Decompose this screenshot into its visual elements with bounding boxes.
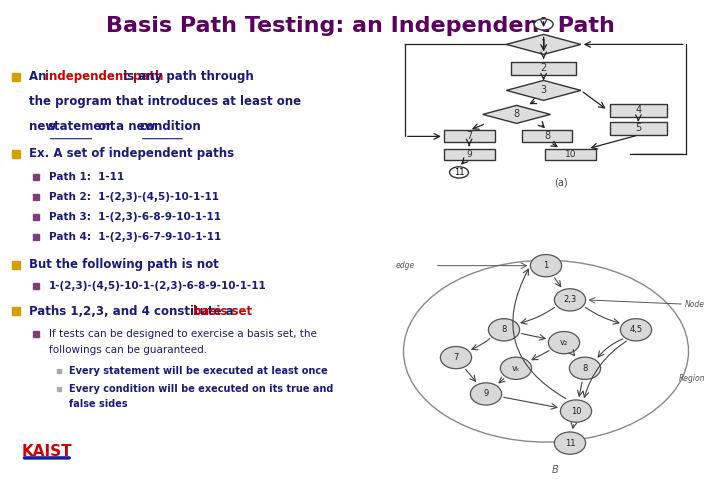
Text: (a): (a) bbox=[554, 178, 567, 187]
Text: 10: 10 bbox=[571, 407, 581, 416]
Text: 10: 10 bbox=[565, 150, 577, 159]
Polygon shape bbox=[506, 35, 581, 54]
Text: 7: 7 bbox=[454, 353, 459, 362]
Text: Path 2:  1-(2,3)-(4,5)-10-1-11: Path 2: 1-(2,3)-(4,5)-10-1-11 bbox=[49, 192, 219, 202]
Text: 7: 7 bbox=[466, 132, 472, 142]
Text: 11: 11 bbox=[564, 439, 575, 448]
Circle shape bbox=[449, 167, 469, 178]
Circle shape bbox=[488, 319, 520, 341]
Text: Every condition will be executed on its true and: Every condition will be executed on its … bbox=[69, 384, 333, 394]
Polygon shape bbox=[506, 81, 581, 100]
FancyBboxPatch shape bbox=[521, 131, 572, 143]
Text: Node: Node bbox=[685, 300, 705, 309]
Circle shape bbox=[554, 289, 585, 311]
Text: or a new: or a new bbox=[94, 120, 160, 133]
Text: If tests can be designed to exercise a basis set, the: If tests can be designed to exercise a b… bbox=[49, 329, 317, 338]
Text: Path 1:  1-11: Path 1: 1-11 bbox=[49, 172, 124, 181]
Text: Paths 1,2,3, and 4 constitute a: Paths 1,2,3, and 4 constitute a bbox=[29, 304, 238, 318]
Polygon shape bbox=[482, 106, 550, 123]
FancyBboxPatch shape bbox=[610, 104, 667, 117]
Text: 8: 8 bbox=[501, 325, 507, 334]
Circle shape bbox=[441, 347, 472, 369]
Text: Ex. A set of independent paths: Ex. A set of independent paths bbox=[29, 147, 234, 160]
Text: 1: 1 bbox=[541, 39, 546, 49]
Circle shape bbox=[531, 254, 562, 277]
Text: 4,5: 4,5 bbox=[629, 325, 642, 334]
Text: vₖ: vₖ bbox=[512, 364, 521, 373]
Text: 9: 9 bbox=[483, 389, 489, 398]
Text: Path 4:  1-(2,3)-6-7-9-10-1-11: Path 4: 1-(2,3)-6-7-9-10-1-11 bbox=[49, 232, 221, 242]
Circle shape bbox=[549, 332, 580, 354]
Text: B: B bbox=[552, 465, 559, 475]
Text: Every statement will be executed at least once: Every statement will be executed at leas… bbox=[69, 366, 328, 375]
Text: 3: 3 bbox=[541, 85, 546, 96]
Text: new: new bbox=[29, 120, 60, 133]
Text: basis set: basis set bbox=[193, 304, 252, 318]
Text: 8: 8 bbox=[544, 132, 550, 142]
Circle shape bbox=[534, 19, 553, 30]
Text: 2,3: 2,3 bbox=[563, 295, 577, 304]
FancyBboxPatch shape bbox=[444, 149, 495, 160]
Text: KAIST: KAIST bbox=[22, 444, 72, 459]
Text: .: . bbox=[185, 120, 189, 133]
Text: Path 3:  1-(2,3)-6-8-9-10-1-11: Path 3: 1-(2,3)-6-8-9-10-1-11 bbox=[49, 212, 221, 222]
Text: An: An bbox=[29, 70, 50, 84]
Text: v₂: v₂ bbox=[560, 338, 568, 347]
Text: statement: statement bbox=[48, 120, 116, 133]
Text: 8: 8 bbox=[513, 109, 520, 120]
Text: false sides: false sides bbox=[69, 399, 127, 409]
Text: Region: Region bbox=[678, 374, 705, 384]
Circle shape bbox=[621, 319, 652, 341]
Text: followings can be guaranteed.: followings can be guaranteed. bbox=[49, 346, 207, 355]
Text: 1-(2,3)-(4,5)-10-1-(2,3)-6-8-9-10-1-11: 1-(2,3)-(4,5)-10-1-(2,3)-6-8-9-10-1-11 bbox=[49, 281, 266, 290]
Text: 11: 11 bbox=[454, 168, 464, 177]
Text: condition: condition bbox=[140, 120, 202, 133]
Text: 5: 5 bbox=[635, 123, 642, 133]
FancyBboxPatch shape bbox=[444, 131, 495, 143]
Circle shape bbox=[560, 400, 592, 422]
Circle shape bbox=[470, 383, 502, 405]
Text: 2: 2 bbox=[541, 63, 546, 73]
Circle shape bbox=[554, 432, 585, 454]
Text: 1: 1 bbox=[544, 261, 549, 270]
Text: edge: edge bbox=[396, 261, 415, 270]
FancyBboxPatch shape bbox=[610, 122, 667, 135]
Text: independent path: independent path bbox=[45, 70, 163, 84]
Circle shape bbox=[570, 357, 600, 379]
Text: Basis Path Testing: an Independent Path: Basis Path Testing: an Independent Path bbox=[106, 16, 614, 36]
Text: the program that introduces at least one: the program that introduces at least one bbox=[29, 95, 301, 108]
Text: But the following path is not: But the following path is not bbox=[29, 258, 219, 272]
Circle shape bbox=[500, 357, 531, 379]
FancyBboxPatch shape bbox=[545, 149, 596, 160]
Text: is any path through: is any path through bbox=[119, 70, 253, 84]
Text: 8: 8 bbox=[582, 364, 588, 373]
Text: 9: 9 bbox=[467, 150, 472, 159]
FancyBboxPatch shape bbox=[511, 62, 576, 75]
Text: 4: 4 bbox=[635, 106, 642, 115]
